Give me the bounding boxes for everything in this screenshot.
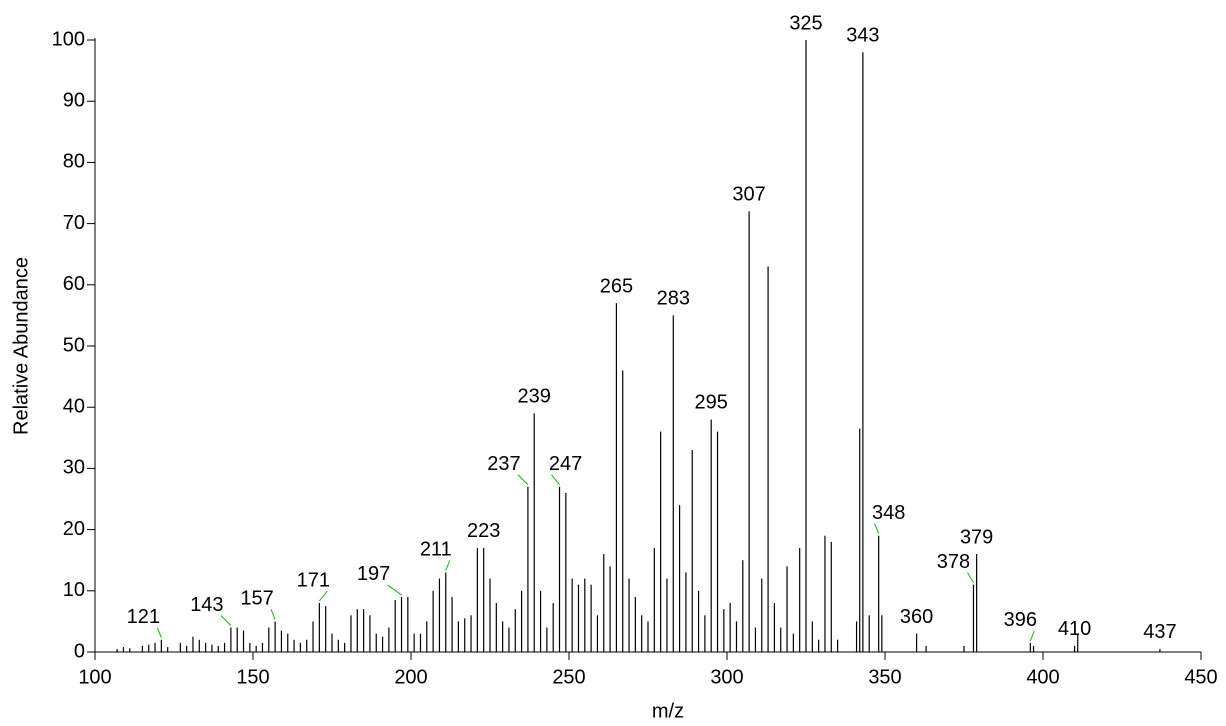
x-tick-label: 300	[710, 666, 743, 688]
peak-label: 239	[518, 386, 551, 408]
x-tick-label: 400	[1026, 666, 1059, 688]
y-tick-label: 30	[63, 457, 85, 479]
peak-label: 265	[600, 275, 633, 297]
x-tick-label: 150	[236, 666, 269, 688]
y-axis-label: Relative Abundance	[10, 257, 32, 435]
peak-label: 171	[297, 569, 330, 591]
leader-line	[220, 615, 232, 626]
y-tick-label: 40	[63, 395, 85, 417]
x-tick-label: 350	[868, 666, 901, 688]
peak-label: 143	[190, 594, 223, 616]
y-tick-label: 50	[63, 334, 85, 356]
leader-line	[874, 523, 880, 534]
peak-label: 378	[937, 551, 970, 573]
leader-line	[387, 584, 402, 596]
leader-line	[156, 627, 162, 638]
x-tick-label: 450	[1184, 666, 1217, 688]
peak-label: 410	[1058, 618, 1091, 640]
peak-label: 396	[1004, 609, 1037, 631]
leader-line	[318, 590, 328, 602]
peak-label: 307	[732, 184, 765, 206]
peak-label: 197	[357, 563, 390, 585]
leader-line	[551, 474, 560, 486]
y-tick-label: 60	[63, 273, 85, 295]
leader-line	[445, 560, 451, 571]
x-tick-label: 250	[552, 666, 585, 688]
y-tick-label: 0	[74, 640, 85, 662]
peak-label: 379	[960, 526, 993, 548]
leader-line	[517, 474, 529, 486]
leader-line	[1029, 630, 1035, 642]
peak-label: 343	[846, 25, 879, 47]
x-tick-label: 100	[78, 666, 111, 688]
peak-label: 237	[487, 453, 520, 475]
peak-label: 295	[695, 392, 728, 414]
y-tick-label: 100	[52, 28, 85, 50]
peak-label: 223	[467, 520, 500, 542]
x-axis-label: m/z	[652, 700, 684, 722]
leader-line	[967, 572, 974, 583]
peak-label: 325	[789, 12, 822, 34]
peak-label: 437	[1143, 621, 1176, 643]
peak-label: 348	[872, 502, 905, 524]
peak-label: 121	[127, 606, 160, 628]
x-tick-label: 200	[394, 666, 427, 688]
peak-label: 247	[549, 453, 582, 475]
y-tick-label: 90	[63, 89, 85, 111]
y-tick-label: 20	[63, 518, 85, 540]
y-tick-label: 80	[63, 151, 85, 173]
peak-label: 211	[420, 539, 452, 561]
y-tick-label: 10	[63, 579, 85, 601]
y-tick-label: 70	[63, 212, 85, 234]
peak-label: 283	[657, 288, 690, 310]
peak-label: 157	[240, 588, 273, 610]
peak-label: 360	[900, 606, 933, 628]
leader-line	[270, 609, 276, 620]
